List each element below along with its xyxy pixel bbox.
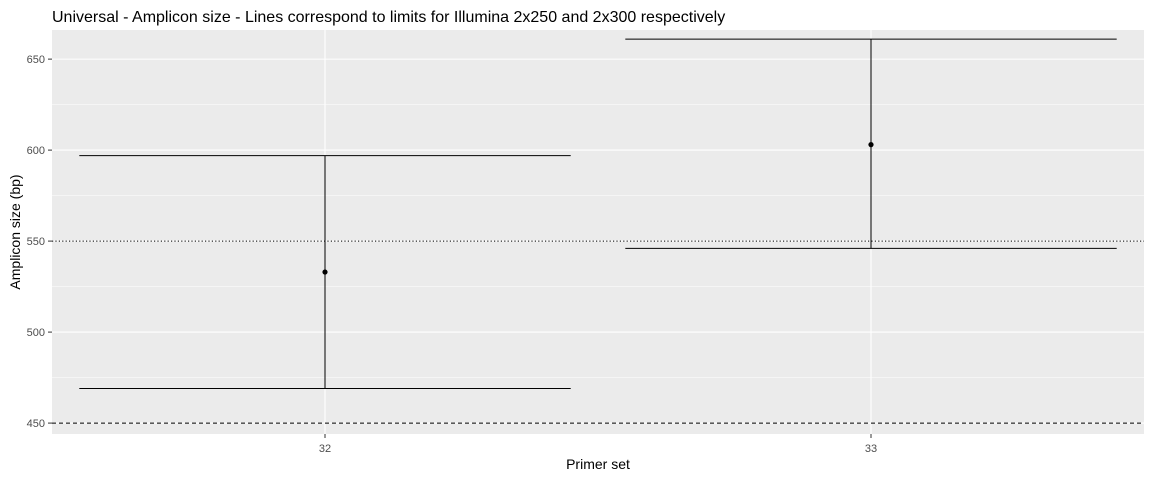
x-tick-label: 33 bbox=[865, 443, 877, 455]
y-tick-label: 550 bbox=[27, 236, 45, 248]
y-tick-label: 500 bbox=[27, 327, 45, 339]
mean-points bbox=[322, 142, 874, 275]
chart-title: Universal - Amplicon size - Lines corres… bbox=[52, 9, 725, 26]
y-tick-label: 650 bbox=[27, 54, 45, 66]
plot-panel bbox=[52, 30, 1144, 434]
mean-point-33 bbox=[868, 142, 874, 148]
y-axis-title: Amplicon size (bp) bbox=[7, 174, 23, 289]
x-axis: 32 33 bbox=[319, 434, 877, 455]
y-tick-label: 450 bbox=[27, 418, 45, 430]
reference-lines bbox=[52, 240, 1144, 424]
x-tick-label: 32 bbox=[319, 443, 331, 455]
x-axis-title: Primer set bbox=[566, 456, 630, 472]
mean-point-32 bbox=[322, 269, 328, 275]
grid-minor bbox=[52, 104, 1144, 378]
y-tick-label: 600 bbox=[27, 145, 45, 157]
y-axis: 450 500 550 600 650 bbox=[27, 54, 52, 430]
